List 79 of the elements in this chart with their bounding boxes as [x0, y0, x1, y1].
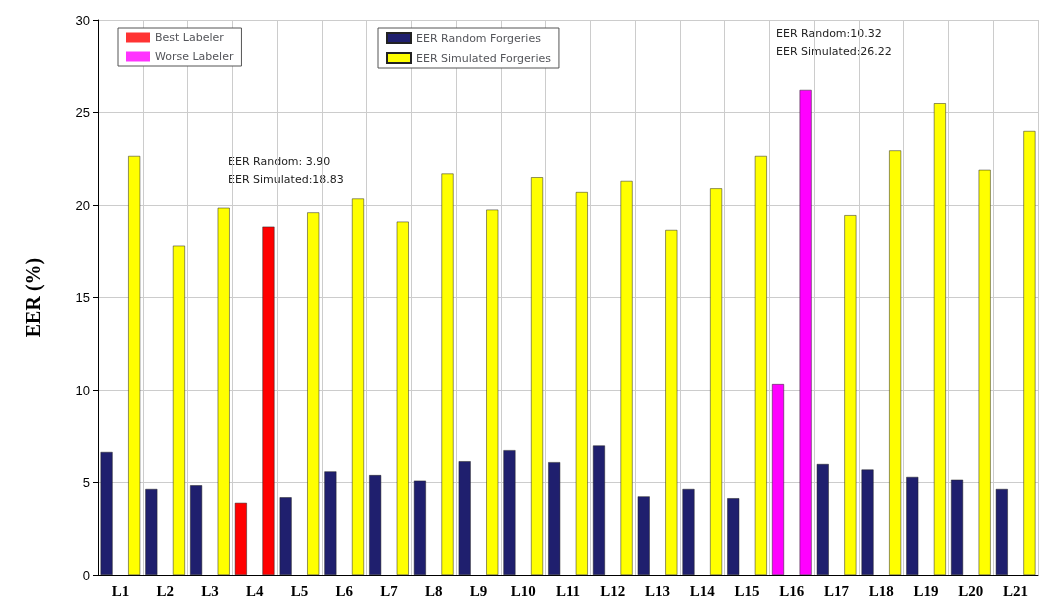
- x-tick-label: L1: [111, 582, 130, 599]
- bar: [951, 479, 964, 575]
- bar: [906, 476, 919, 575]
- x-tick-label: L7: [380, 582, 399, 599]
- bar: [217, 207, 230, 575]
- bar: [351, 198, 364, 575]
- legend-label: Best Labeler: [155, 31, 225, 44]
- bar: [978, 169, 991, 575]
- bar: [324, 471, 337, 575]
- bar: [844, 215, 857, 575]
- x-tick-label: L11: [555, 582, 581, 599]
- annotation: EER Random: 3.90: [228, 155, 331, 168]
- x-tick-label: L12: [600, 582, 626, 599]
- x-tick-label: L9: [469, 582, 488, 599]
- annotation: EER Simulated:18.83: [228, 173, 344, 186]
- legend-label: EER Random Forgeries: [416, 31, 542, 45]
- y-tick-label: 25: [75, 105, 90, 120]
- x-tick-label: L6: [335, 582, 354, 599]
- x-tick-label: L20: [958, 582, 984, 599]
- bar: [413, 480, 426, 575]
- bar: [369, 475, 382, 575]
- y-tick-label: 15: [75, 290, 90, 305]
- x-tick-label: L21: [1003, 582, 1029, 599]
- bar: [889, 150, 902, 575]
- y-tick-label: 10: [75, 382, 90, 398]
- annotation: EER Simulated:26.22: [776, 45, 892, 58]
- bar: [100, 451, 113, 575]
- legend-label: EER Simulated Forgeries: [416, 51, 552, 65]
- x-tick-label: L18: [868, 582, 894, 599]
- x-tick-label: L2: [156, 582, 174, 599]
- bar: [396, 221, 409, 575]
- bar: [548, 462, 561, 575]
- x-tick-label: L13: [645, 582, 671, 599]
- bar: [710, 188, 723, 575]
- bar: [145, 488, 158, 575]
- bar: [799, 89, 812, 575]
- x-tick-label: L14: [689, 582, 716, 599]
- bar: [279, 497, 292, 575]
- bar: [458, 461, 471, 575]
- bar: [933, 103, 946, 575]
- y-tick-label: 30: [75, 12, 90, 28]
- y-tick-label: 20: [75, 197, 90, 213]
- x-tick-label: L10: [510, 582, 536, 599]
- bar: [486, 209, 499, 575]
- annotation: EER Random:10.32: [776, 27, 882, 40]
- bar: [727, 498, 740, 575]
- bar: [128, 155, 141, 575]
- bar: [620, 180, 633, 575]
- bar: [665, 229, 678, 575]
- bar: [531, 177, 544, 575]
- bar: [190, 485, 203, 575]
- bar: [1023, 131, 1036, 575]
- bar: [995, 488, 1008, 575]
- bar: [637, 496, 650, 575]
- bar: [772, 384, 785, 575]
- y-tick-label: 5: [82, 475, 90, 490]
- bar: [172, 245, 185, 575]
- bar: [307, 212, 320, 575]
- bar: [441, 173, 454, 575]
- bar: [682, 488, 695, 575]
- x-tick-label: L3: [201, 582, 219, 599]
- y-tick-label: 0: [82, 567, 90, 583]
- bar: [861, 469, 874, 575]
- x-tick-label: L5: [290, 582, 309, 599]
- x-tick-label: L4: [245, 582, 264, 599]
- bar: [575, 192, 588, 575]
- bar: [262, 226, 275, 575]
- x-tick-label: L16: [779, 582, 805, 599]
- bar: [234, 502, 247, 575]
- bar: [754, 155, 767, 575]
- legend-label: Worse Labeler: [155, 50, 234, 63]
- bar: [592, 445, 605, 575]
- x-tick-label: L15: [734, 582, 760, 599]
- y-axis-title: EER (%): [22, 257, 45, 338]
- bar: [816, 464, 829, 575]
- x-tick-label: L19: [913, 582, 939, 599]
- x-tick-label: L8: [424, 582, 443, 599]
- bar: [503, 450, 516, 575]
- x-tick-label: L17: [824, 582, 850, 599]
